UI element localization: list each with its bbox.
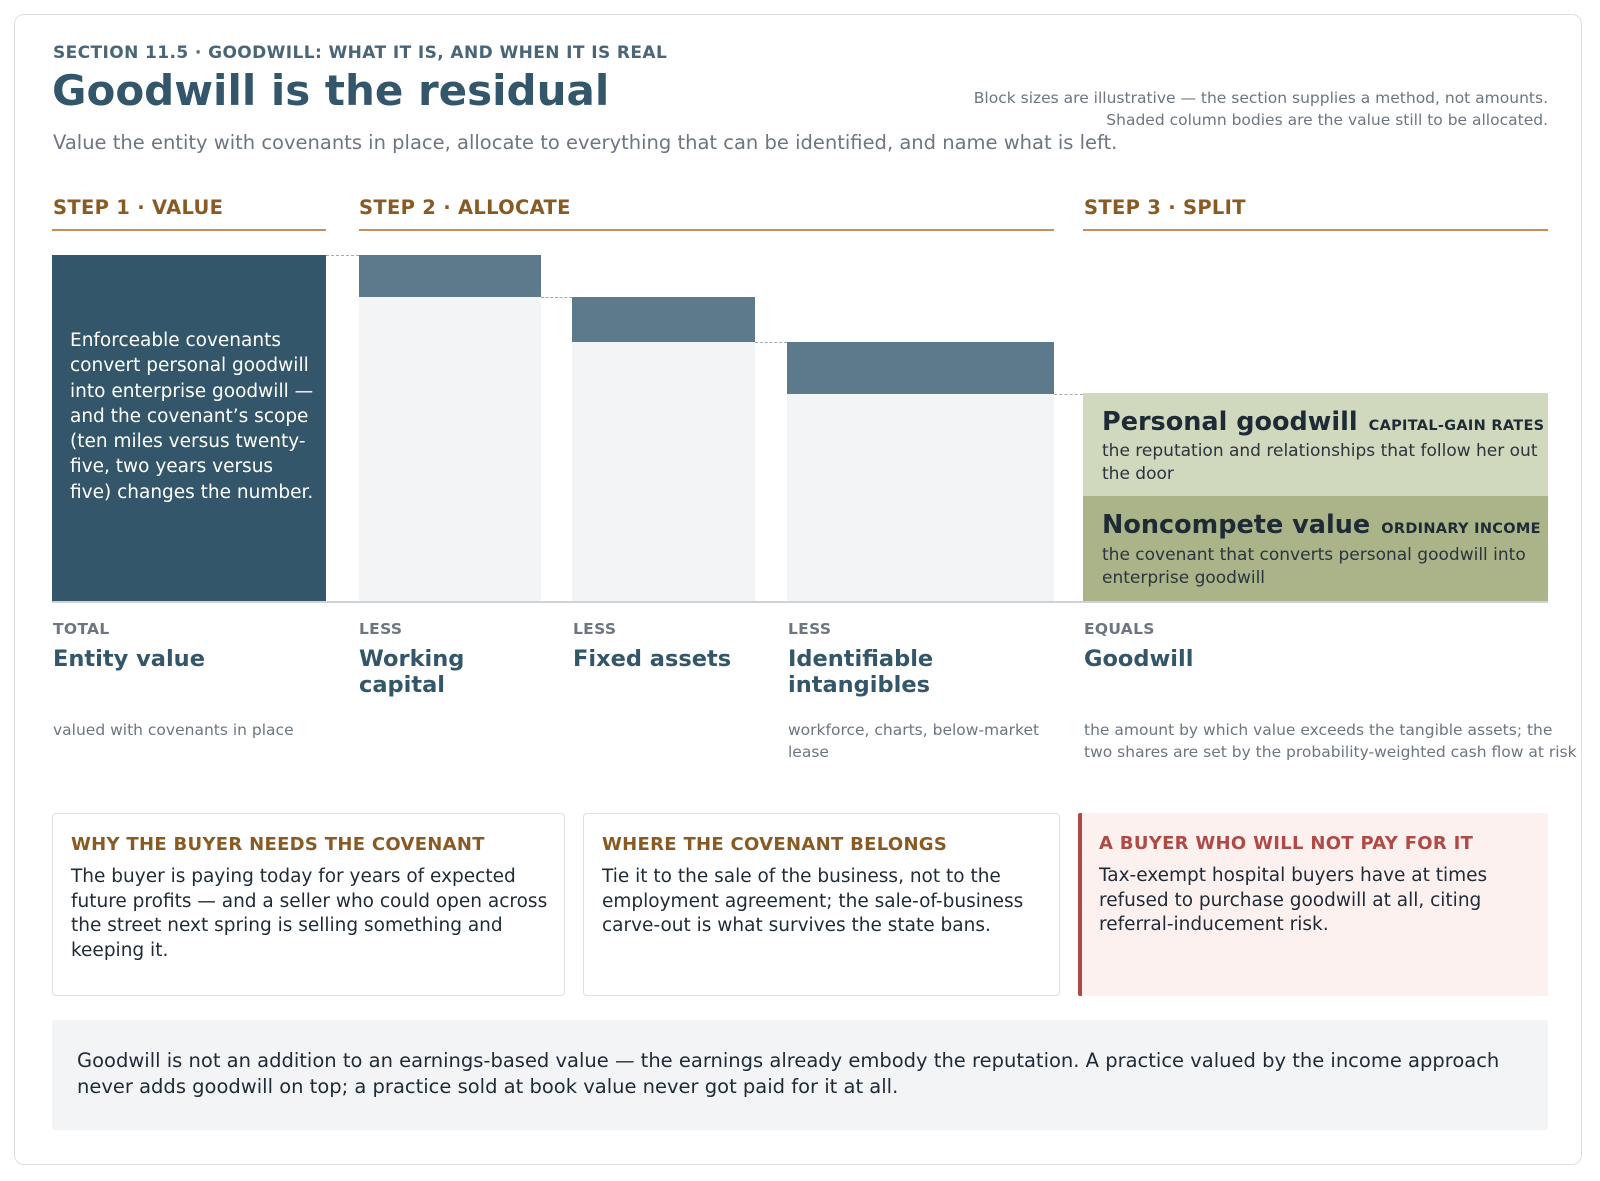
- step-1-header: STEP 1 · VALUE: [53, 196, 224, 219]
- noncompete-desc: the covenant that converts personal good…: [1102, 545, 1526, 588]
- intangibles-bar: [787, 342, 1054, 394]
- noncompete-block: [1083, 496, 1548, 602]
- col-entity-kicker: TOTAL: [53, 620, 110, 638]
- connector-2: [541, 297, 572, 298]
- connector-1: [326, 255, 359, 256]
- fixed-assets-remaining: [572, 342, 755, 602]
- card-why-covenant-heading: WHY THE BUYER NEEDS THE COVENANT: [71, 834, 485, 855]
- note-line-1: Block sizes are illustrative — the secti…: [973, 89, 1548, 107]
- card-buyer-warning-body: Tax-exempt hospital buyers have at times…: [1099, 865, 1488, 935]
- col-goodwill-sub: the amount by which value exceeds the ta…: [1084, 721, 1577, 761]
- illustrative-note: Block sizes are illustrative — the secti…: [908, 88, 1548, 131]
- fixed-assets-bar: [572, 297, 755, 342]
- personal-goodwill-title: Personal goodwill: [1102, 407, 1358, 437]
- noncompete-title: Noncompete value: [1102, 510, 1371, 540]
- personal-goodwill-tag: CAPITAL-GAIN RATES: [1368, 418, 1545, 434]
- col-fixed-assets-title: Fixed assets: [573, 646, 732, 672]
- col-working-capital-kicker: LESS: [359, 620, 403, 638]
- step-3-rule: [1083, 229, 1548, 231]
- card-why-covenant: WHY THE BUYER NEEDS THE COVENANT The buy…: [52, 813, 565, 996]
- note-line-2: Shaded column bodies are the value still…: [1106, 110, 1548, 129]
- noncompete-tag: ORDINARY INCOME: [1381, 521, 1541, 537]
- footer-callout-text: Goodwill is not an addition to an earnin…: [77, 1049, 1500, 1098]
- personal-goodwill-desc: the reputation and relationships that fo…: [1102, 441, 1538, 484]
- col-intangibles-kicker: LESS: [788, 620, 832, 638]
- card-why-covenant-body: The buyer is paying today for years of e…: [71, 866, 548, 961]
- col-fixed-assets-kicker: LESS: [573, 620, 617, 638]
- col-intangibles-title: Identifiable intangibles: [788, 646, 934, 698]
- entity-value-block: [52, 255, 326, 602]
- noncompete-heading: Noncompete value ORDINARY INCOME: [1102, 510, 1541, 540]
- col-goodwill-kicker: EQUALS: [1084, 620, 1155, 638]
- working-capital-remaining: [359, 297, 541, 602]
- connector-3: [755, 342, 787, 343]
- step-1-rule: [52, 229, 326, 231]
- intangibles-remaining: [787, 394, 1054, 602]
- card-where-covenant: WHERE THE COVENANT BELONGS Tie it to the…: [583, 813, 1060, 996]
- card-buyer-warning-heading: A BUYER WHO WILL NOT PAY FOR IT: [1099, 833, 1474, 854]
- page-subtitle: Value the entity with covenants in place…: [53, 131, 1118, 154]
- card-where-covenant-heading: WHERE THE COVENANT BELONGS: [602, 834, 948, 855]
- page-title: Goodwill is the residual: [52, 66, 610, 115]
- personal-goodwill-block: [1083, 393, 1548, 496]
- footer-callout: [52, 1020, 1548, 1130]
- col-goodwill-title: Goodwill: [1084, 646, 1194, 672]
- personal-goodwill-heading: Personal goodwill CAPITAL-GAIN RATES: [1102, 407, 1544, 437]
- step-2-rule: [359, 229, 1054, 231]
- step-2-header: STEP 2 · ALLOCATE: [359, 196, 571, 219]
- card-where-covenant-body: Tie it to the sale of the business, not …: [602, 866, 1024, 936]
- page-frame: [14, 14, 1582, 1165]
- col-intangibles-sub: workforce, charts, below-market lease: [788, 721, 1040, 761]
- card-buyer-warning: A BUYER WHO WILL NOT PAY FOR IT Tax-exem…: [1078, 813, 1548, 996]
- working-capital-bar: [359, 255, 541, 297]
- step-3-header: STEP 3 · SPLIT: [1084, 196, 1246, 219]
- entity-value-block-text: Enforceable covenants convert personal g…: [70, 330, 314, 503]
- section-kicker: SECTION 11.5 · GOODWILL: WHAT IT IS, AND…: [53, 43, 668, 63]
- col-working-capital-title: Working capital: [359, 646, 465, 698]
- col-entity-title: Entity value: [53, 646, 205, 672]
- col-entity-sub: valued with covenants in place: [53, 721, 294, 739]
- baseline: [52, 601, 1548, 603]
- connector-4: [1054, 394, 1083, 395]
